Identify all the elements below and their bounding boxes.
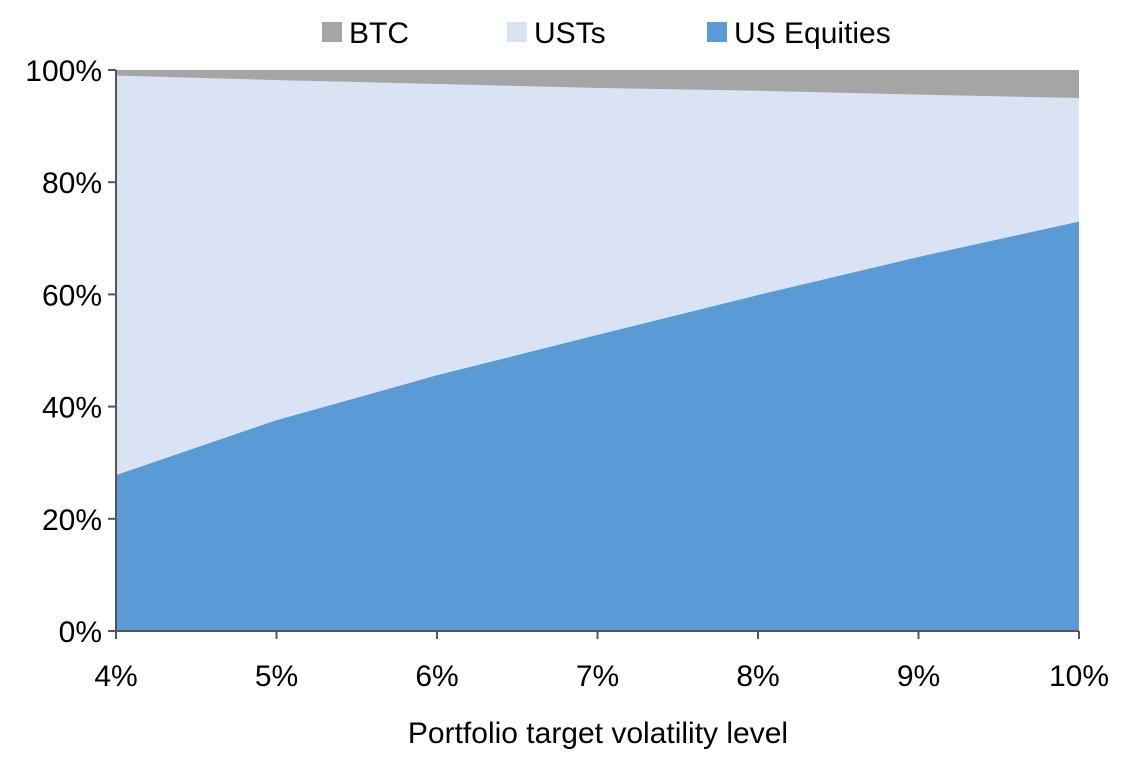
legend-label: US Equities xyxy=(734,17,891,50)
y-tick-label: 20% xyxy=(42,504,102,537)
area-us-equities xyxy=(116,221,1079,631)
area-btc xyxy=(116,70,1079,99)
legend-swatch xyxy=(707,22,727,42)
y-tick-label: 0% xyxy=(59,616,102,649)
legend: BTC USTs US Equities xyxy=(322,17,891,50)
x-axis-label: Portfolio target volatility level xyxy=(408,717,788,750)
x-tick-label: 4% xyxy=(94,660,137,693)
y-tick-label: 60% xyxy=(42,279,102,312)
axes: 0% 20% 40% 60% 80% 100% 4% 5% 6% 7% 8% 9% 10% xyxy=(25,55,1109,693)
y-tick-label: 100% xyxy=(25,55,102,88)
y-tick-label: 80% xyxy=(42,167,102,200)
x-tick-label: 8% xyxy=(736,660,779,693)
x-tick-label: 9% xyxy=(897,660,940,693)
legend-label: BTC xyxy=(349,17,409,50)
x-tick-label: 5% xyxy=(255,660,298,693)
y-tick-label: 40% xyxy=(42,392,102,425)
x-tick-label: 7% xyxy=(576,660,619,693)
legend-label: USTs xyxy=(534,17,606,50)
x-tick-label: 6% xyxy=(415,660,458,693)
legend-swatch xyxy=(322,22,342,42)
area-usts xyxy=(116,75,1079,476)
x-tick-label: 10% xyxy=(1049,660,1109,693)
plot-areas xyxy=(116,70,1079,631)
legend-swatch xyxy=(507,22,527,42)
